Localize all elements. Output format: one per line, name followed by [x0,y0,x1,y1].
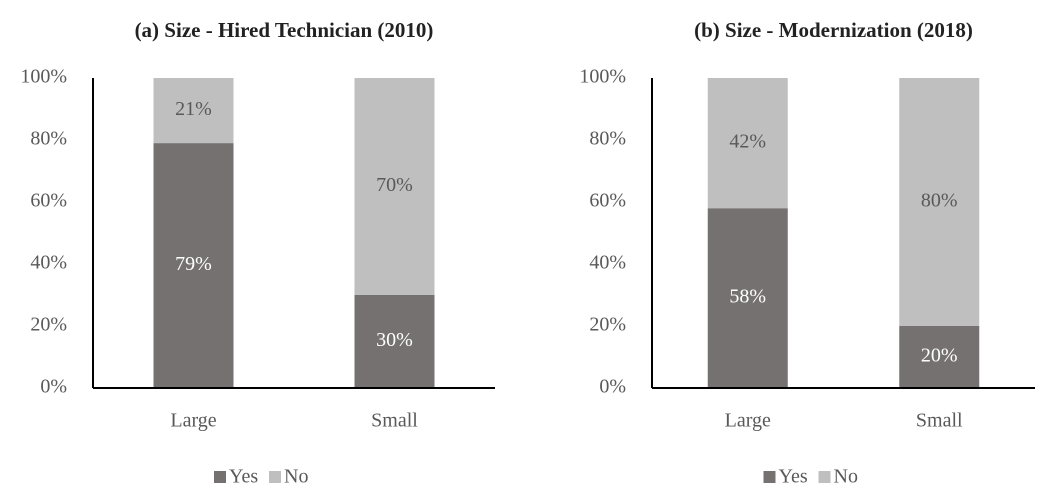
value-label: 80% [921,190,958,212]
value-label: 30% [376,329,413,351]
x-tick-label: Small [916,410,963,432]
y-tick-label: 100% [20,66,67,88]
value-label: 79% [175,253,212,275]
x-tick-label: Large [725,410,771,432]
x-tick-label: Large [170,410,216,432]
bar-segment [899,78,980,326]
y-tick-label: 20% [589,314,626,336]
y-tick-label: 20% [30,314,67,336]
legend-swatch [269,471,281,483]
value-label: 58% [729,286,766,308]
y-tick-label: 80% [30,128,67,150]
bar-segment [707,208,788,388]
chart-title: (b) Size - Modernization (2018) [694,18,973,42]
y-tick-label: 0% [599,376,626,398]
value-label: 20% [921,345,958,367]
legend-swatch [214,471,226,483]
legend-swatch [763,471,776,483]
x-tick-label: Small [371,410,418,432]
y-tick-label: 0% [40,376,67,398]
bar-segment [899,326,980,388]
bar-segment [354,295,435,388]
y-tick-label: 80% [589,128,626,150]
value-label: 42% [729,131,766,153]
chart-title: (a) Size - Hired Technician (2010) [135,18,434,42]
legend-label: Yes [229,466,258,486]
value-label: 70% [376,174,413,196]
y-tick-label: 100% [579,66,626,88]
y-tick-label: 40% [589,252,626,274]
legend-label: Yes [779,466,808,486]
legend-label: No [284,466,308,486]
value-label: 21% [175,98,212,120]
bar-segment [153,143,234,388]
y-tick-label: 60% [589,190,626,212]
legend-swatch [818,471,831,483]
bar-segment [354,78,435,295]
y-tick-label: 60% [30,190,67,212]
bar-segment [153,78,234,144]
y-tick-label: 40% [30,252,67,274]
bar-segment [707,78,788,209]
legend-label: No [834,466,858,486]
